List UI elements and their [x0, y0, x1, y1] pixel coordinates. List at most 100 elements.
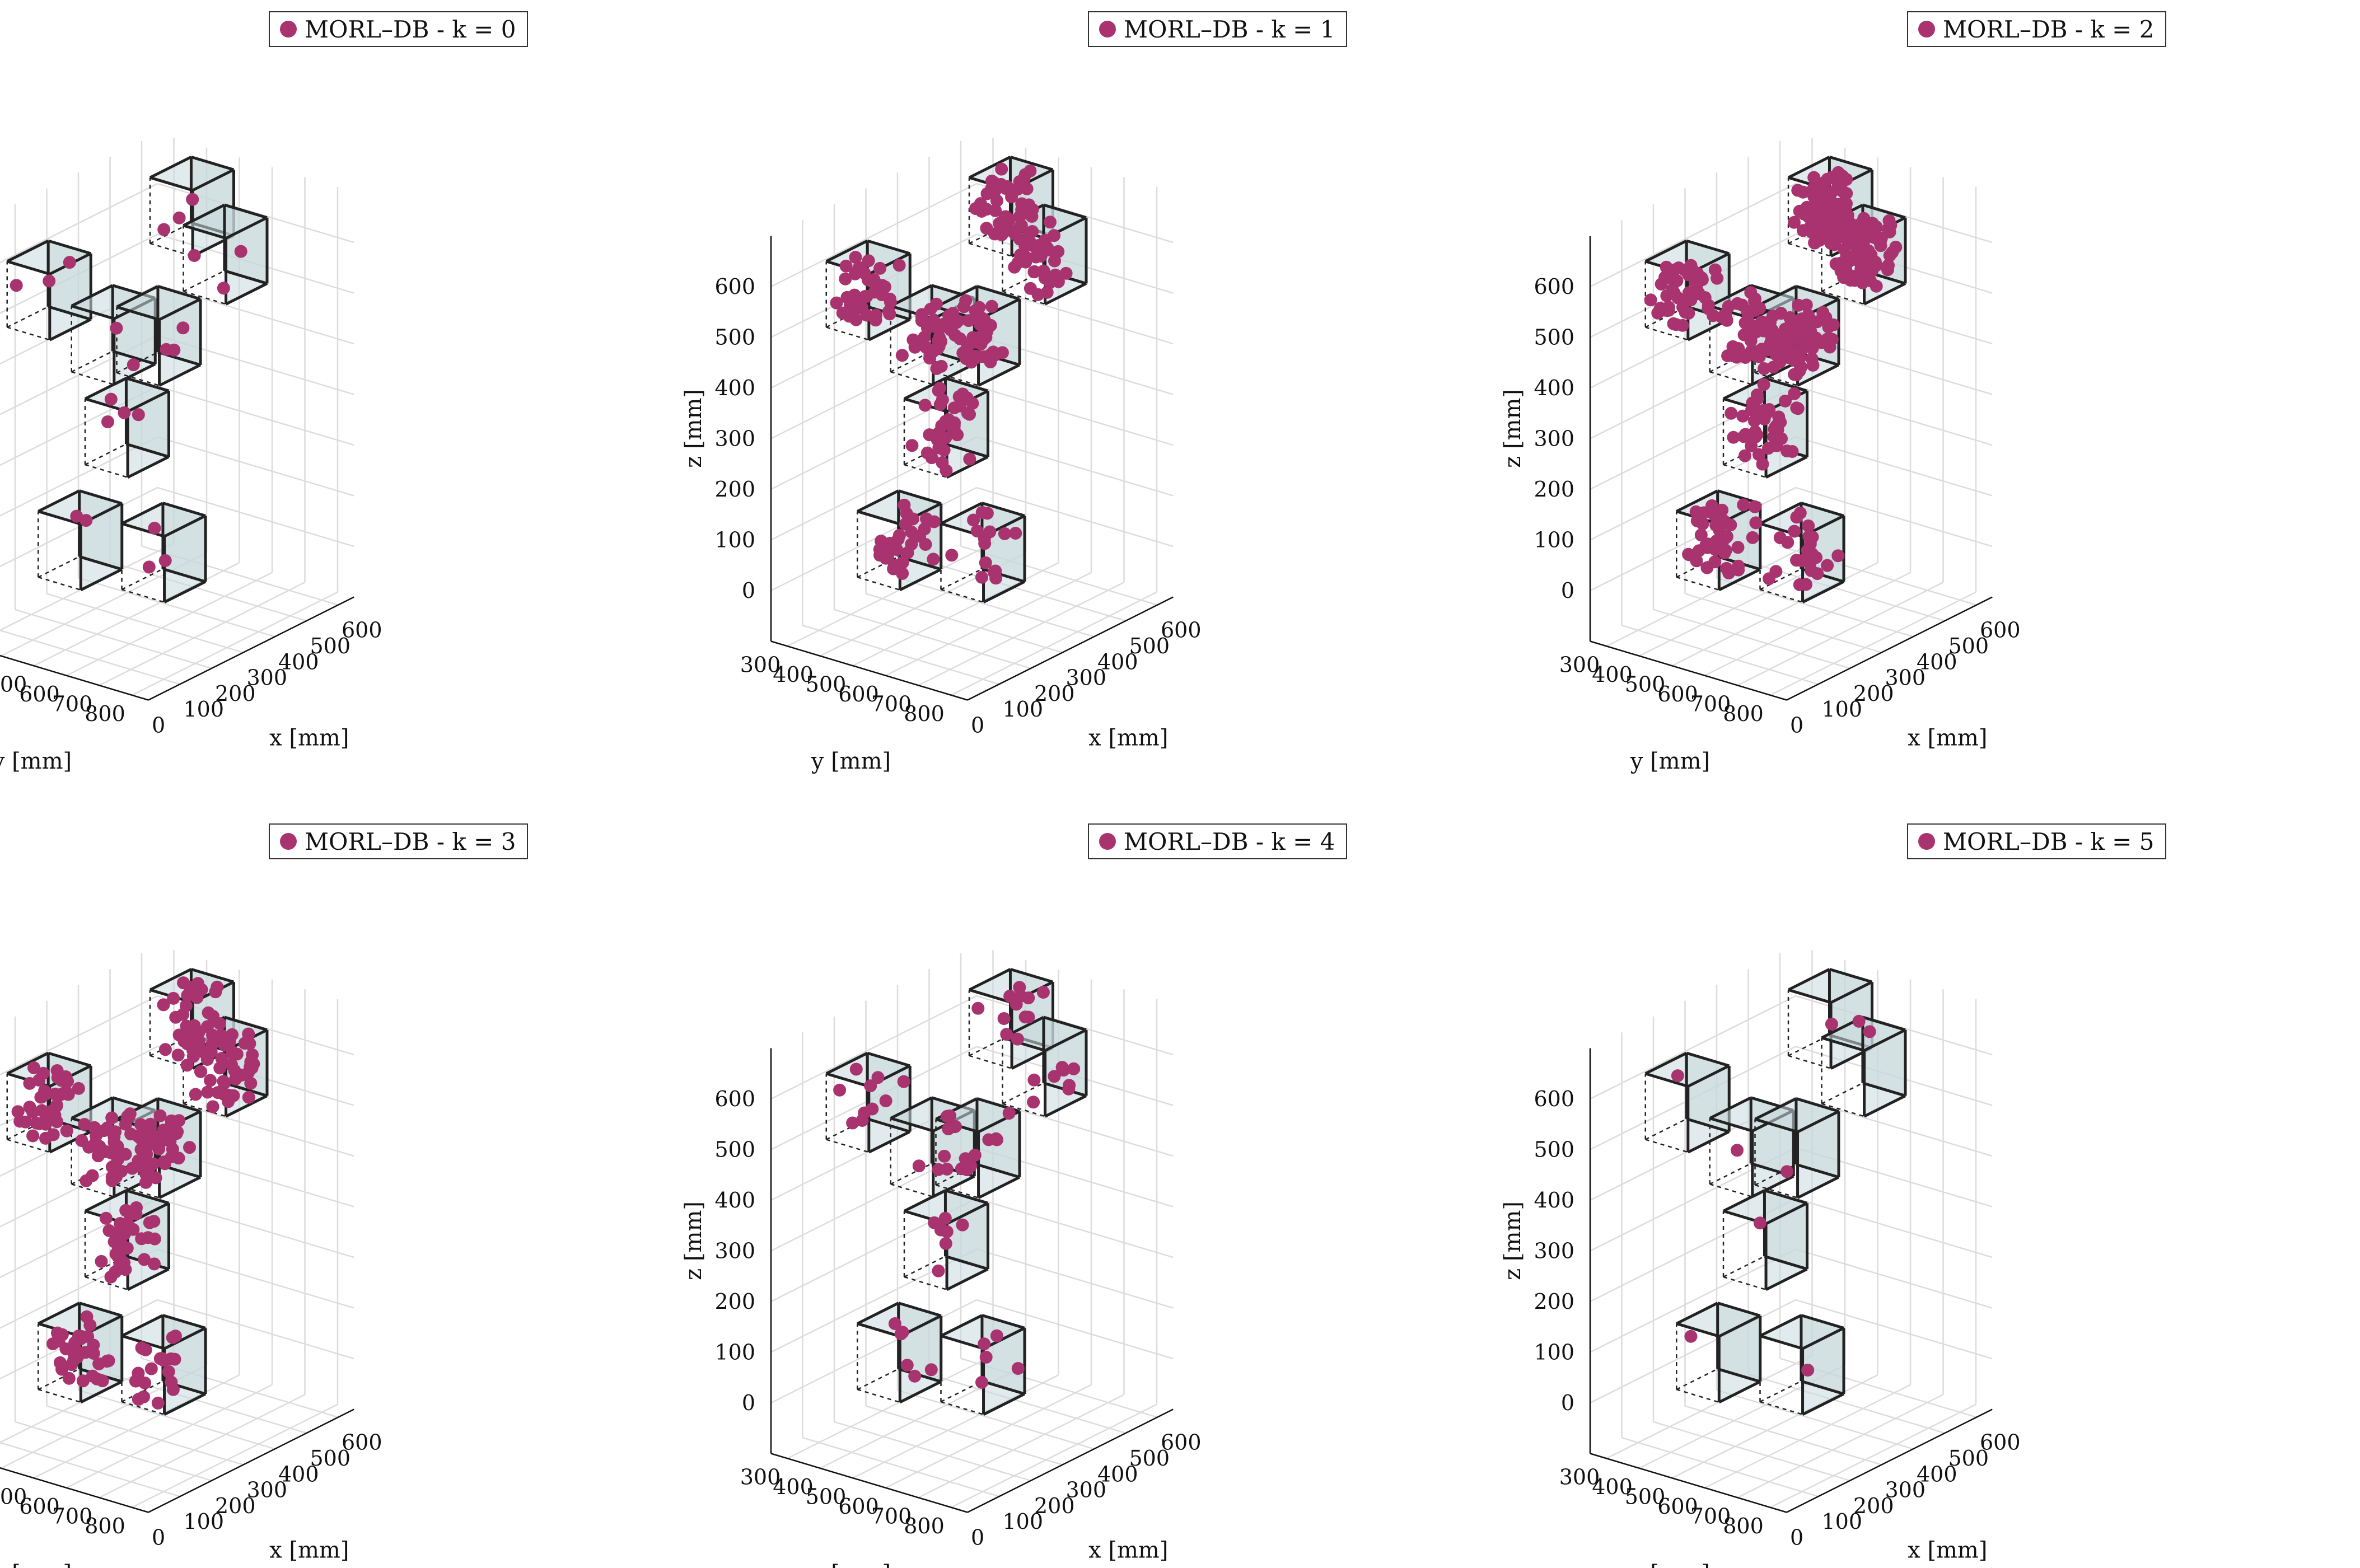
- data-point: [1067, 1062, 1081, 1075]
- data-point: [183, 1141, 196, 1154]
- data-point: [1727, 430, 1740, 444]
- data-point: [1802, 308, 1815, 322]
- y-tick-label: 500: [806, 1484, 847, 1509]
- data-point: [892, 259, 906, 272]
- x-axis-label: x [mm]: [269, 726, 349, 751]
- data-point: [966, 331, 980, 344]
- x-tick-label: 300: [247, 666, 288, 690]
- data-point: [144, 1362, 158, 1375]
- data-point: [940, 1163, 954, 1176]
- z-tick-label: 0: [742, 578, 755, 603]
- data-point: [1019, 250, 1032, 264]
- data-point: [1749, 292, 1761, 306]
- data-point: [987, 176, 1001, 189]
- data-point: [930, 362, 943, 375]
- y-tick-label: 600: [19, 682, 60, 706]
- data-point: [876, 279, 889, 292]
- data-point: [1884, 218, 1898, 232]
- x-tick-label: 300: [1885, 1478, 1926, 1503]
- data-point: [1725, 406, 1738, 420]
- data-point: [1802, 519, 1815, 532]
- data-point: [1684, 1330, 1698, 1343]
- data-point: [1874, 233, 1887, 247]
- data-point: [886, 541, 899, 555]
- data-point: [896, 556, 909, 569]
- data-point: [963, 452, 976, 466]
- target-cube: [1759, 1314, 1845, 1416]
- data-point: [188, 249, 201, 262]
- data-point: [1810, 551, 1822, 564]
- data-point: [1787, 216, 1801, 229]
- data-point: [1709, 518, 1723, 532]
- data-point: [72, 1082, 85, 1095]
- data-point: [172, 1114, 186, 1127]
- z-tick-label: 500: [1534, 1138, 1574, 1162]
- data-point: [1805, 352, 1819, 366]
- legend: MORL–DB - k = 3: [269, 823, 529, 859]
- z-axis-label: z [mm]: [681, 389, 707, 468]
- x-tick-label: 0: [152, 713, 165, 738]
- data-point: [143, 1125, 157, 1138]
- data-point: [1822, 189, 1835, 202]
- data-point: [34, 1090, 48, 1104]
- data-point: [242, 1090, 255, 1104]
- z-axis-label: z [mm]: [681, 1201, 707, 1280]
- data-point: [123, 1207, 137, 1221]
- data-point: [929, 297, 943, 311]
- data-point: [105, 1174, 119, 1187]
- data-point: [1670, 274, 1684, 287]
- legend: MORL–DB - k = 2: [1907, 11, 2167, 47]
- data-point: [1786, 445, 1799, 458]
- data-point: [1882, 259, 1895, 272]
- data-point: [179, 999, 193, 1013]
- x-tick-label: 300: [1885, 666, 1926, 690]
- data-point: [1720, 561, 1733, 575]
- y-tick-label: 300: [1559, 652, 1600, 677]
- data-point: [114, 1223, 127, 1237]
- y-tick-label: 400: [773, 1475, 814, 1499]
- data-point: [1055, 1061, 1069, 1074]
- data-point: [908, 1369, 922, 1383]
- data-point: [1026, 225, 1039, 238]
- data-point: [109, 1265, 122, 1279]
- data-point: [99, 1211, 113, 1225]
- data-point: [918, 330, 931, 344]
- data-point: [900, 1359, 914, 1372]
- data-point: [1801, 544, 1814, 557]
- z-tick-label: 400: [714, 1188, 755, 1213]
- data-point: [985, 299, 998, 313]
- data-point: [1029, 241, 1043, 254]
- data-point: [157, 998, 170, 1012]
- data-point: [88, 1136, 102, 1150]
- data-point: [1826, 170, 1839, 184]
- data-point: [864, 1079, 877, 1093]
- data-point: [939, 431, 952, 444]
- x-tick-label: 100: [1003, 697, 1044, 722]
- data-point: [1790, 368, 1803, 382]
- data-point: [1048, 254, 1061, 268]
- y-tick-label: 800: [904, 701, 945, 726]
- data-point: [46, 1128, 60, 1141]
- data-point: [204, 1074, 217, 1087]
- legend-marker: [1099, 833, 1116, 850]
- target-cube: [183, 203, 269, 306]
- data-point: [1059, 266, 1073, 280]
- y-axis-label: y [mm]: [811, 1561, 891, 1568]
- x-tick-label: 300: [1066, 666, 1107, 690]
- target-cube: [121, 502, 207, 604]
- data-point: [153, 1109, 167, 1122]
- data-point: [1036, 986, 1050, 999]
- subplot-k4: 0 100 200 300 400 500 600 800 700 600 500 400 300 0 10…: [681, 812, 1606, 1568]
- data-point: [169, 1010, 183, 1024]
- data-point: [1667, 317, 1680, 330]
- data-point: [962, 314, 975, 327]
- data-point: [65, 1358, 78, 1372]
- data-point: [883, 292, 896, 306]
- data-point: [1796, 185, 1810, 199]
- z-tick-label: 400: [1534, 376, 1574, 400]
- y-axis-label: y [mm]: [1630, 748, 1710, 774]
- data-point: [1747, 401, 1761, 415]
- subplot-k3: 0100200300400500600800700600500400300010…: [0, 812, 787, 1568]
- data-point: [1763, 572, 1776, 586]
- data-point: [1044, 216, 1057, 229]
